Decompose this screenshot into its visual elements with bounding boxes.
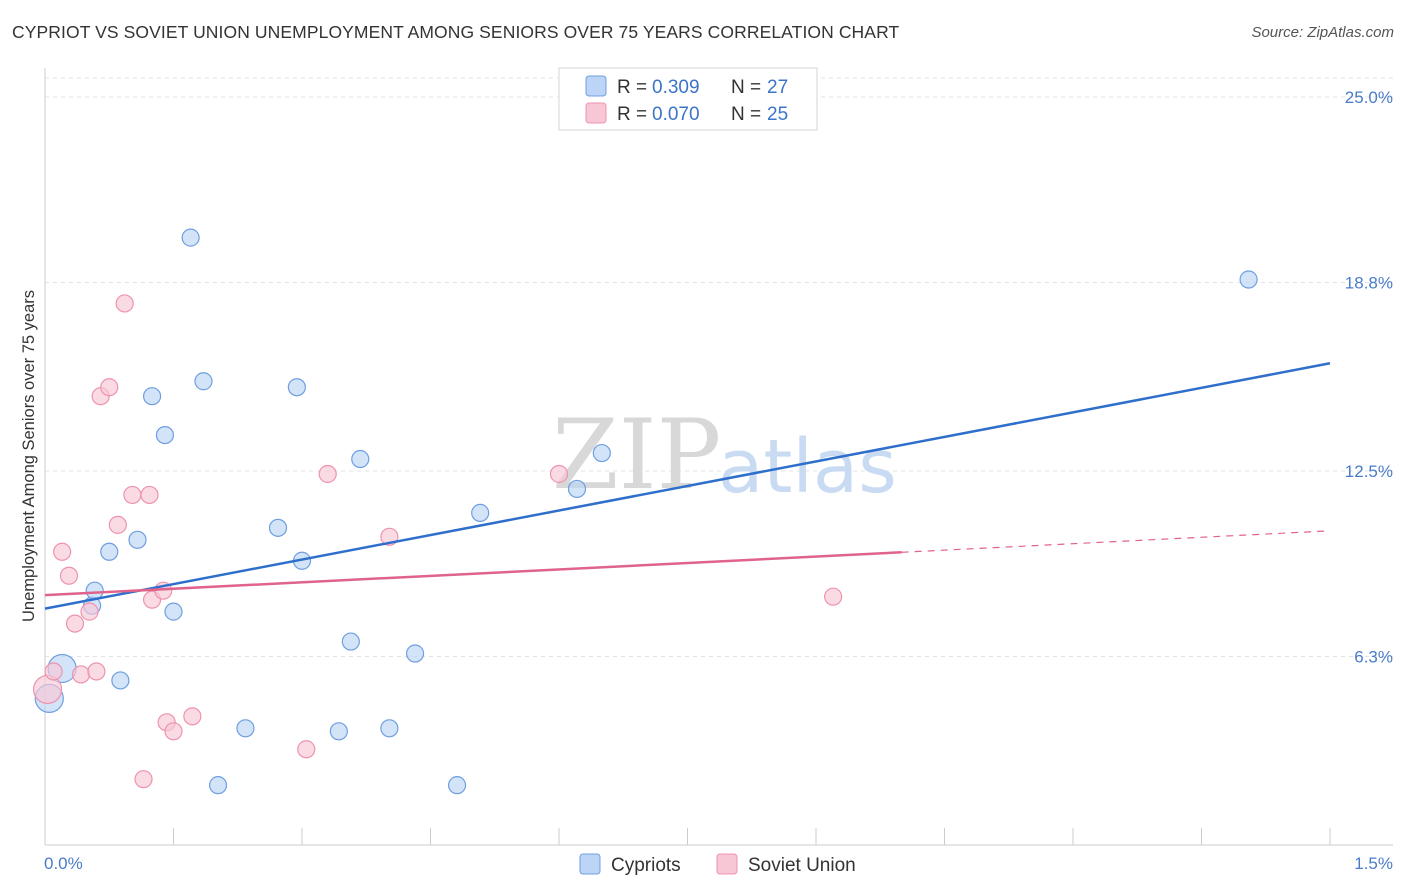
legend-r-label-soviet-union: R = xyxy=(617,104,647,125)
point-cypriots-24 xyxy=(567,479,587,499)
legend-n-value-soviet-union: 25 xyxy=(767,104,788,125)
point-soviet-union-9 xyxy=(100,378,119,397)
point-soviet-union-20 xyxy=(297,740,316,759)
point-soviet-union-19 xyxy=(183,707,202,726)
y-tick-label-0: 6.3% xyxy=(1354,648,1393,667)
point-soviet-union-11 xyxy=(115,294,134,313)
y-tick-label-3: 25.0% xyxy=(1345,88,1393,107)
point-cypriots-6 xyxy=(128,530,147,549)
point-cypriots-10 xyxy=(181,228,200,247)
point-soviet-union-12 xyxy=(123,485,142,505)
legend-r-value-soviet-union: 0.070 xyxy=(652,104,700,125)
point-cypriots-9 xyxy=(164,602,183,621)
point-cypriots-20 xyxy=(380,719,399,738)
x-tick-label-max: 1.5% xyxy=(1354,854,1393,873)
y-tick-labels: 6.3% 12.5% 18.8% 25.0% xyxy=(1345,88,1393,667)
point-cypriots-15 xyxy=(287,378,306,397)
point-soviet-union-18 xyxy=(164,722,183,741)
x-axis-ticks xyxy=(173,828,1331,845)
point-soviet-union-21 xyxy=(318,464,337,484)
point-cypriots-11 xyxy=(194,372,213,391)
series-legend-label-soviet-union: Soviet Union xyxy=(748,855,856,876)
point-cypriots-22 xyxy=(447,776,467,795)
point-soviet-union-24 xyxy=(824,587,843,606)
legend-n-label-cypriots: N = xyxy=(731,77,761,98)
y-axis-label: Unemployment Among Seniors over 75 years xyxy=(20,290,38,622)
point-cypriots-17 xyxy=(329,722,348,741)
series-legend: Cypriots Soviet Union xyxy=(579,853,856,876)
point-cypriots-12 xyxy=(208,776,228,795)
y-tick-label-1: 12.5% xyxy=(1345,462,1393,481)
point-soviet-union-4 xyxy=(65,614,85,633)
legend-r-value-cypriots: 0.309 xyxy=(652,77,700,98)
legend-n-value-cypriots: 27 xyxy=(767,77,788,98)
point-cypriots-26 xyxy=(1239,270,1258,289)
x-tick-label-min: 0.0% xyxy=(44,854,83,873)
point-cypriots-14 xyxy=(268,518,288,537)
point-soviet-union-1 xyxy=(44,662,63,681)
point-cypriots-5 xyxy=(111,671,130,690)
legend-r-label-cypriots: R = xyxy=(617,77,647,98)
watermark-atlas: atlas xyxy=(718,424,897,510)
point-cypriots-13 xyxy=(236,719,255,738)
series-legend-swatch-cypriots xyxy=(579,853,601,875)
stats-legend: R = 0.309 N = 27 R = 0.070 N = 25 xyxy=(558,67,818,131)
legend-n-label-soviet-union: N = xyxy=(731,104,761,125)
point-cypriots-3 xyxy=(85,581,104,600)
point-cypriots-7 xyxy=(142,387,162,406)
point-soviet-union-2 xyxy=(53,542,72,561)
point-cypriots-25 xyxy=(592,443,611,463)
point-cypriots-4 xyxy=(100,542,119,561)
point-soviet-union-6 xyxy=(80,602,99,621)
point-cypriots-21 xyxy=(405,644,425,663)
point-soviet-union-14 xyxy=(140,485,159,505)
point-cypriots-18 xyxy=(341,632,360,651)
point-soviet-union-3 xyxy=(59,566,79,585)
data-points xyxy=(32,228,1258,795)
legend-swatch-cypriots xyxy=(585,75,607,97)
point-soviet-union-13 xyxy=(134,770,153,789)
point-soviet-union-7 xyxy=(87,662,106,681)
trend-line-soviet-union xyxy=(44,551,902,597)
point-soviet-union-23 xyxy=(549,464,569,484)
series-legend-label-cypriots: Cypriots xyxy=(611,855,681,876)
y-tick-label-2: 18.8% xyxy=(1345,274,1393,293)
legend-swatch-soviet-union xyxy=(585,102,607,124)
source-credit: Source: ZipAtlas.com xyxy=(1251,24,1394,41)
trend-line-soviet-union-extension xyxy=(901,530,1331,553)
point-cypriots-23 xyxy=(471,503,490,522)
chart-title: CYPRIOT VS SOVIET UNION UNEMPLOYMENT AMO… xyxy=(12,22,900,42)
trend-lines xyxy=(44,362,1331,610)
point-soviet-union-5 xyxy=(71,665,91,684)
point-cypriots-19 xyxy=(351,449,370,469)
trend-line-cypriots xyxy=(44,362,1331,610)
point-soviet-union-10 xyxy=(108,515,127,534)
point-cypriots-8 xyxy=(155,425,175,445)
series-legend-swatch-soviet-union xyxy=(716,853,738,875)
